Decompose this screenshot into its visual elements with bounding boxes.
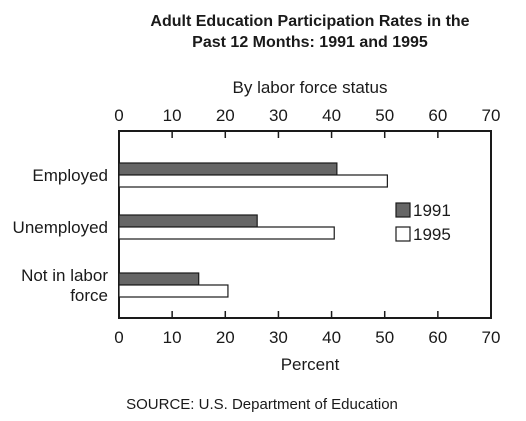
source-note: SOURCE: U.S. Department of Education [126,396,398,413]
bottom-tick-label: 60 [428,328,447,347]
top-tick-label: 70 [482,106,501,125]
top-tick-label: 0 [114,106,123,125]
bottom-tick-label: 30 [269,328,288,347]
bar-1991-2 [118,272,200,286]
bar-1995-1 [118,226,335,240]
bottom-tick-label: 20 [216,328,235,347]
legend-label-1995: 1995 [413,225,451,244]
bottom-tick-label: 40 [322,328,341,347]
bar-1991-1 [118,214,258,228]
bottom-tick-label: 50 [375,328,394,347]
category-label: Unemployed [13,218,108,237]
legend-swatch-1991 [395,202,411,218]
bar-1991-0 [118,162,338,176]
legend: 1991 1995 [395,201,451,244]
bottom-tick-label: 70 [482,328,501,347]
category-label: Not in labor [21,266,108,285]
bottom-tick-label: 0 [114,328,123,347]
legend-swatch-1995 [395,226,411,242]
top-tick-label: 10 [163,106,182,125]
top-tick-label: 20 [216,106,235,125]
bottom-tick-label: 10 [163,328,182,347]
chart-title-line-1: Adult Education Participation Rates in t… [150,13,469,30]
top-tick-label: 60 [428,106,447,125]
category-label: force [70,286,108,305]
top-tick-label: 40 [322,106,341,125]
category-label: Employed [32,166,108,185]
legend-label-1991: 1991 [413,201,451,220]
top-tick-label: 30 [269,106,288,125]
bar-1995-2 [118,284,229,298]
plot-marks: 0 0 10 10 20 20 30 30 40 40 50 50 60 60 70 70 Employed Un… [13,106,501,347]
bar-1995-0 [118,174,388,188]
x-axis-label: Percent [281,355,340,374]
top-tick-label: 50 [375,106,394,125]
chart-subtitle: By labor force status [233,78,388,97]
chart-title-line-2: Past 12 Months: 1991 and 1995 [192,34,428,51]
